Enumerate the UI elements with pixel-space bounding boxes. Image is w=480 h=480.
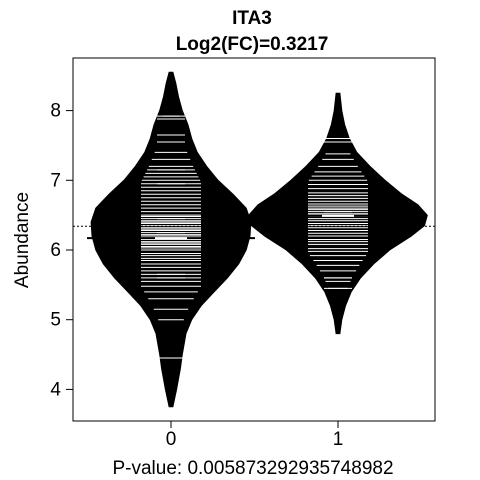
y-axis-label: Abundance: [12, 192, 33, 288]
x-tick-label-0: 0: [166, 429, 177, 450]
y-tick-label-7: 7: [50, 170, 61, 191]
y-tick-label-5: 5: [50, 310, 61, 331]
x-tick-label-1: 1: [333, 429, 344, 450]
y-tick-label-4: 4: [50, 379, 61, 400]
y-tick-label-8: 8: [50, 101, 61, 122]
chart-title: ITA3: [232, 8, 272, 29]
x-axis-label: P-value: 0.005873292935748982: [112, 458, 393, 479]
chart-subtitle: Log2(FC)=0.3217: [176, 34, 329, 55]
plot-area: 4 5 6 7 8 0 1: [50, 57, 436, 450]
y-tick-label-6: 6: [50, 240, 61, 261]
